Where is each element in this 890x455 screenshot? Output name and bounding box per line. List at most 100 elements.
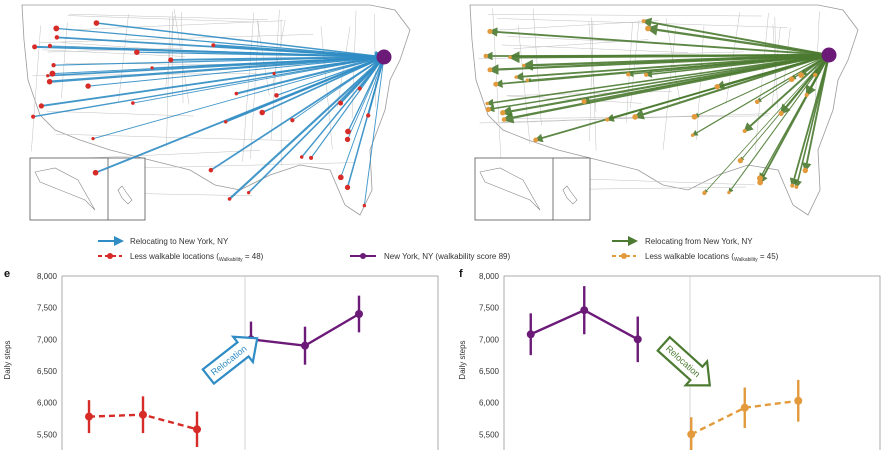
location-dot bbox=[502, 117, 507, 122]
location-dot bbox=[508, 56, 511, 59]
data-point bbox=[687, 430, 695, 438]
inset-box bbox=[30, 158, 145, 220]
y-tick-label: 7,000 bbox=[479, 335, 500, 344]
data-point bbox=[193, 425, 201, 433]
location-dot bbox=[31, 115, 35, 119]
location-dot bbox=[51, 63, 55, 67]
location-dot bbox=[300, 155, 304, 159]
location-dot bbox=[48, 44, 52, 48]
location-dot bbox=[247, 191, 250, 194]
location-dot bbox=[366, 113, 370, 117]
location-dot bbox=[46, 74, 49, 77]
y-tick-label: 7,500 bbox=[37, 304, 58, 313]
location-dot bbox=[755, 99, 760, 104]
y-tick-label: 6,000 bbox=[37, 399, 58, 408]
relocation-arrow: Relocation bbox=[653, 332, 720, 397]
location-dot bbox=[131, 101, 135, 105]
location-dot bbox=[645, 26, 651, 32]
location-dot bbox=[363, 204, 366, 207]
location-dot bbox=[338, 101, 343, 106]
y-tick-label: 5,500 bbox=[479, 430, 500, 439]
y-tick-label: 8,000 bbox=[37, 272, 58, 281]
legend-relocating-from: Relocating from New York, NY bbox=[645, 237, 753, 246]
location-dot bbox=[779, 111, 784, 116]
location-dot bbox=[484, 54, 488, 58]
location-dot bbox=[605, 118, 609, 122]
location-dot bbox=[53, 25, 59, 31]
location-dot bbox=[487, 67, 492, 72]
location-dot bbox=[626, 72, 630, 76]
location-dot bbox=[91, 137, 94, 140]
chart-panel-f: f Daily steps 5,0005,5006,0006,5007,0007… bbox=[458, 268, 880, 450]
location-dot bbox=[358, 86, 362, 90]
location-dot bbox=[582, 99, 587, 104]
data-point bbox=[527, 330, 535, 338]
location-dot bbox=[526, 78, 529, 81]
y-tick-label: 7,500 bbox=[479, 304, 500, 313]
y-axis-title: Daily steps bbox=[3, 340, 12, 379]
legend-orange-dot bbox=[621, 253, 627, 259]
location-dot bbox=[150, 66, 153, 69]
location-dot bbox=[691, 134, 694, 137]
new-york-marker bbox=[822, 48, 837, 63]
location-dot bbox=[228, 197, 232, 201]
location-dot bbox=[743, 129, 747, 133]
location-dot bbox=[345, 129, 351, 135]
series bbox=[527, 286, 803, 450]
location-dot bbox=[493, 82, 498, 87]
location-dot bbox=[522, 64, 525, 67]
legend: Relocating to New York, NY Less walkable… bbox=[98, 237, 779, 263]
location-dot bbox=[795, 185, 799, 189]
location-dot bbox=[85, 83, 90, 88]
location-dot bbox=[338, 175, 344, 181]
location-dot bbox=[715, 84, 720, 89]
location-dot bbox=[32, 44, 37, 49]
location-dot bbox=[345, 137, 350, 142]
location-dot bbox=[798, 72, 804, 78]
location-dot bbox=[702, 191, 706, 195]
y-tick-label: 6,000 bbox=[479, 399, 500, 408]
legend-red-dot bbox=[107, 253, 113, 259]
data-point bbox=[794, 397, 802, 405]
location-dot bbox=[805, 93, 809, 97]
y-tick-label: 6,500 bbox=[37, 367, 58, 376]
location-dot bbox=[211, 43, 215, 47]
location-dot bbox=[274, 93, 279, 98]
location-dot bbox=[47, 79, 53, 85]
chart-panel-e: e Daily steps 5,0005,5006,0006,5007,0007… bbox=[3, 268, 438, 450]
location-dot bbox=[514, 75, 517, 78]
location-dot bbox=[487, 29, 492, 34]
location-dot bbox=[49, 71, 55, 77]
location-dot bbox=[644, 73, 648, 77]
location-dot bbox=[55, 35, 59, 39]
location-dot bbox=[290, 118, 294, 122]
inset-box bbox=[475, 158, 590, 220]
location-dot bbox=[235, 92, 239, 96]
location-dot bbox=[789, 76, 795, 82]
data-point bbox=[634, 335, 642, 343]
location-dot bbox=[500, 110, 505, 115]
legend-less-walkable-right: Less walkable locations (Walkability = 4… bbox=[645, 252, 779, 263]
location-dot bbox=[738, 158, 743, 163]
y-tick-label: 6,500 bbox=[479, 367, 500, 376]
location-dot bbox=[803, 168, 808, 173]
location-dot bbox=[168, 57, 173, 62]
location-dot bbox=[39, 103, 44, 108]
data-point bbox=[301, 342, 309, 350]
data-point bbox=[580, 306, 588, 314]
data-point bbox=[85, 413, 93, 421]
legend-purple-dot bbox=[360, 253, 366, 259]
data-point bbox=[741, 404, 749, 412]
location-dot bbox=[486, 107, 491, 112]
location-dot bbox=[642, 19, 646, 23]
panel-letter-f: f bbox=[459, 268, 463, 280]
y-tick-label: 8,000 bbox=[479, 272, 500, 281]
location-dot bbox=[727, 191, 730, 194]
location-dot bbox=[94, 20, 100, 26]
panel-letter-e: e bbox=[4, 268, 10, 280]
location-dot bbox=[209, 168, 214, 173]
new-york-marker bbox=[377, 50, 392, 65]
